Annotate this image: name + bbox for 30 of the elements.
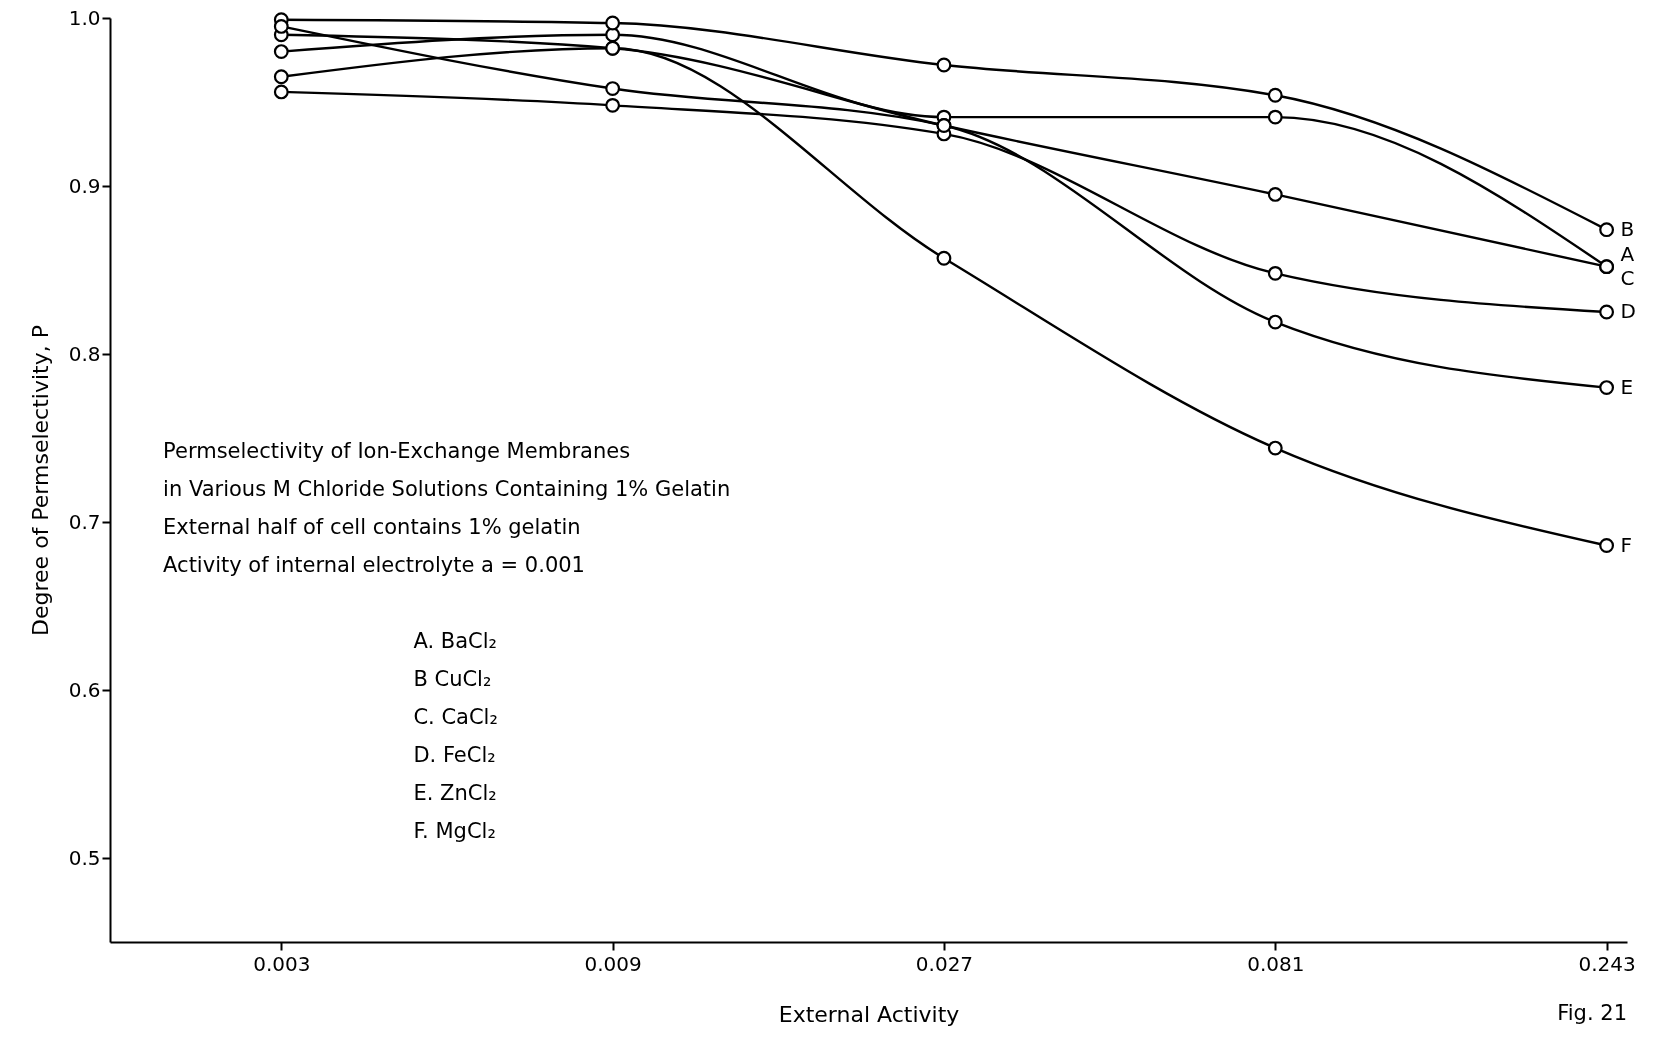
series-label: E bbox=[1620, 374, 1634, 399]
annotation: in Various M Chloride Solutions Containing 1% Gelatin bbox=[163, 477, 731, 502]
annotation: Activity of internal electrolyte a = 0.001 bbox=[163, 553, 585, 578]
series-label: C bbox=[1620, 265, 1635, 290]
annotation: C. CaCl₂ bbox=[413, 704, 498, 729]
y-tick-label: 0.6 bbox=[68, 677, 101, 702]
x-tick-label: 0.081 bbox=[1247, 951, 1305, 976]
x-tick-label: 0.027 bbox=[915, 951, 974, 976]
annotation: E. ZnCl₂ bbox=[413, 780, 497, 805]
y-tick-label: 0.5 bbox=[68, 845, 101, 870]
series-label: F bbox=[1620, 532, 1633, 557]
annotation: B CuCl₂ bbox=[413, 666, 492, 691]
caption: Fig. 21 bbox=[1557, 1001, 1627, 1025]
annotation: Permselectivity of Ion-Exchange Membranes bbox=[163, 439, 631, 464]
annotation: D. FeCl₂ bbox=[413, 742, 496, 767]
y-axis-title: Degree of Permselectivity, P bbox=[27, 325, 53, 636]
annotation: A. BaCl₂ bbox=[413, 628, 497, 653]
x-tick-label: 0.009 bbox=[584, 951, 642, 976]
y-tick-label: 0.7 bbox=[68, 509, 101, 534]
annotation: F. MgCl₂ bbox=[413, 818, 496, 843]
series-label: B bbox=[1620, 216, 1635, 241]
series-label: A bbox=[1620, 241, 1635, 266]
y-tick-label: 0.8 bbox=[68, 341, 101, 366]
x-axis-title: External Activity bbox=[778, 1001, 960, 1027]
x-tick-label: 0.243 bbox=[1578, 951, 1636, 976]
x-tick-label: 0.003 bbox=[253, 951, 311, 976]
annotation: External half of cell contains 1% gelatin bbox=[163, 515, 581, 540]
series-label: D bbox=[1620, 299, 1637, 323]
y-tick-label: 1.0 bbox=[68, 5, 101, 30]
y-tick-label: 0.9 bbox=[68, 173, 101, 198]
